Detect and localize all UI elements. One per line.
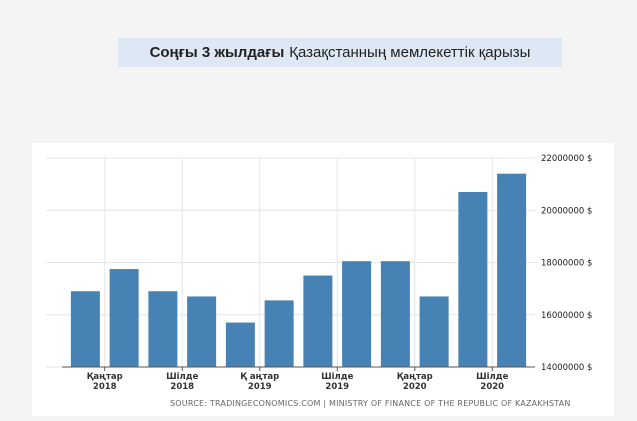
y-tick-label: 16000000 $: [541, 311, 592, 321]
bar: [342, 261, 372, 367]
x-tick-label: Шілде: [321, 371, 354, 382]
x-tick-label: Шілде: [476, 371, 509, 382]
x-tick-label: 2018: [170, 382, 194, 392]
x-tick-label: 2018: [93, 382, 117, 392]
bar: [497, 173, 527, 367]
x-tick-label: 2019: [325, 382, 349, 392]
title-rest: Қазақстанның мемлекеттік қарызы: [289, 44, 531, 61]
y-tick-label: 14000000 $: [541, 363, 592, 373]
y-tick-label: 22000000 $: [541, 154, 592, 164]
bar: [148, 291, 178, 367]
chart-card: 14000000 $ 16000000 $ 18000000 $ 20000000 $…: [32, 143, 614, 416]
bar: [187, 296, 217, 367]
x-tick-label: Қаңтар: [87, 372, 123, 382]
x-tick-label: Шілде: [166, 371, 199, 382]
bar: [264, 300, 294, 367]
x-tick-label: 2020: [480, 382, 504, 392]
bar: [70, 291, 100, 367]
y-tick-label: 18000000 $: [541, 259, 592, 269]
x-tick-label: Қ аңтар: [240, 372, 279, 382]
chart-title-banner: Соңғы 3 жылдағы Қазақстанның мемлекеттік…: [118, 38, 562, 67]
bar: [380, 261, 410, 367]
bar: [303, 275, 333, 367]
bar: [419, 296, 449, 367]
source-note: SOURCE: TRADINGECONOMICS.COM | MINISTRY …: [170, 399, 571, 408]
title-bold: Соңғы 3 жылдағы: [149, 44, 285, 61]
x-tick-label: 2019: [248, 382, 272, 392]
bar: [458, 191, 488, 367]
bar-chart: 14000000 $ 16000000 $ 18000000 $ 20000000 $…: [46, 154, 592, 408]
x-tick-label: Қаңтар: [397, 372, 433, 382]
y-tick-label: 20000000 $: [541, 206, 592, 216]
x-tick-label: 2020: [403, 382, 427, 392]
bar: [225, 322, 255, 367]
bar: [109, 269, 139, 367]
